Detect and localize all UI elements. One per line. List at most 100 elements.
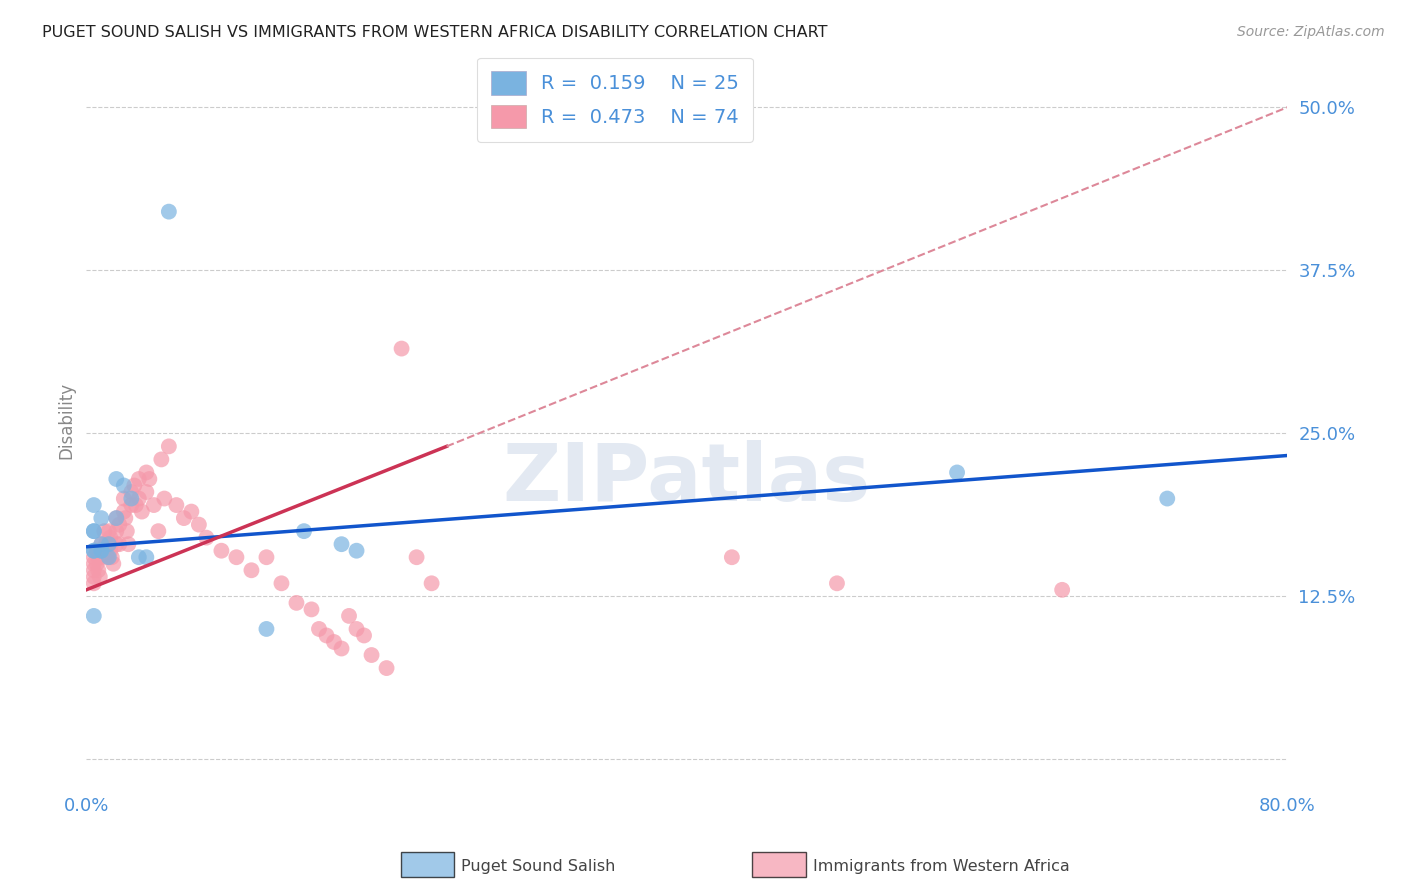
Point xyxy=(301,602,323,616)
Point xyxy=(721,550,744,565)
Point xyxy=(93,543,115,558)
Point xyxy=(180,505,202,519)
Point xyxy=(90,550,112,565)
Point xyxy=(308,622,330,636)
Point xyxy=(83,550,105,565)
Point xyxy=(128,491,150,506)
Point xyxy=(83,608,105,623)
Point xyxy=(131,505,153,519)
Point xyxy=(138,472,160,486)
Point xyxy=(105,511,128,525)
Point xyxy=(153,491,176,506)
Point xyxy=(94,537,117,551)
Point xyxy=(128,550,150,565)
Point xyxy=(195,531,218,545)
Point xyxy=(165,498,187,512)
Point xyxy=(135,466,157,480)
Point xyxy=(330,537,353,551)
Point xyxy=(112,478,135,492)
Point xyxy=(83,543,105,558)
Point xyxy=(112,491,135,506)
Point xyxy=(105,511,128,525)
Point xyxy=(360,648,382,662)
Point xyxy=(405,550,427,565)
Point xyxy=(83,557,105,571)
Point xyxy=(125,498,148,512)
Y-axis label: Disability: Disability xyxy=(58,382,75,458)
Point xyxy=(240,563,263,577)
Point xyxy=(128,472,150,486)
Point xyxy=(315,628,337,642)
Point xyxy=(87,563,110,577)
Point xyxy=(83,524,105,538)
Point xyxy=(420,576,443,591)
Point xyxy=(120,498,142,512)
Point xyxy=(105,472,128,486)
Point xyxy=(285,596,308,610)
Point xyxy=(209,543,232,558)
Point xyxy=(108,517,131,532)
Point xyxy=(83,524,105,538)
Point xyxy=(187,517,209,532)
Point xyxy=(120,485,142,500)
Point xyxy=(101,550,124,565)
Point xyxy=(114,511,136,525)
Point xyxy=(83,576,105,591)
Point xyxy=(89,570,111,584)
Point xyxy=(112,505,135,519)
Point xyxy=(90,537,112,551)
Point xyxy=(93,524,115,538)
Point xyxy=(115,524,138,538)
Point xyxy=(108,537,131,551)
Point xyxy=(292,524,315,538)
Point xyxy=(83,543,105,558)
Point xyxy=(391,342,413,356)
Point xyxy=(105,537,128,551)
Text: ZIPatlas: ZIPatlas xyxy=(503,440,870,517)
Point xyxy=(97,524,120,538)
Point xyxy=(353,628,375,642)
Point xyxy=(1050,582,1073,597)
Point xyxy=(87,550,110,565)
Point xyxy=(83,563,105,577)
Point xyxy=(375,661,398,675)
Point xyxy=(825,576,848,591)
Point xyxy=(256,622,278,636)
Point xyxy=(225,550,247,565)
Point xyxy=(148,524,170,538)
Point xyxy=(83,570,105,584)
Point xyxy=(90,543,112,558)
Point xyxy=(150,452,173,467)
Point xyxy=(323,635,346,649)
Point xyxy=(142,498,165,512)
Text: Immigrants from Western Africa: Immigrants from Western Africa xyxy=(813,859,1070,873)
Point xyxy=(120,491,142,506)
Point xyxy=(330,641,353,656)
Text: Source: ZipAtlas.com: Source: ZipAtlas.com xyxy=(1237,25,1385,39)
Point xyxy=(90,537,112,551)
Point xyxy=(256,550,278,565)
Point xyxy=(105,524,128,538)
Point xyxy=(83,498,105,512)
Point xyxy=(157,439,180,453)
Point xyxy=(135,550,157,565)
Point xyxy=(270,576,292,591)
Point xyxy=(97,550,120,565)
Point xyxy=(86,543,108,558)
Point xyxy=(135,485,157,500)
Point xyxy=(103,557,125,571)
Point xyxy=(337,608,360,623)
Point xyxy=(946,466,969,480)
Point xyxy=(97,537,120,551)
Text: PUGET SOUND SALISH VS IMMIGRANTS FROM WESTERN AFRICA DISABILITY CORRELATION CHAR: PUGET SOUND SALISH VS IMMIGRANTS FROM WE… xyxy=(42,25,828,40)
Point xyxy=(157,204,180,219)
Point xyxy=(98,531,121,545)
Point xyxy=(173,511,195,525)
Point xyxy=(97,537,120,551)
Point xyxy=(98,543,121,558)
Point xyxy=(346,622,368,636)
Point xyxy=(117,537,139,551)
Point xyxy=(90,511,112,525)
Point xyxy=(1156,491,1178,506)
Point xyxy=(90,543,112,558)
